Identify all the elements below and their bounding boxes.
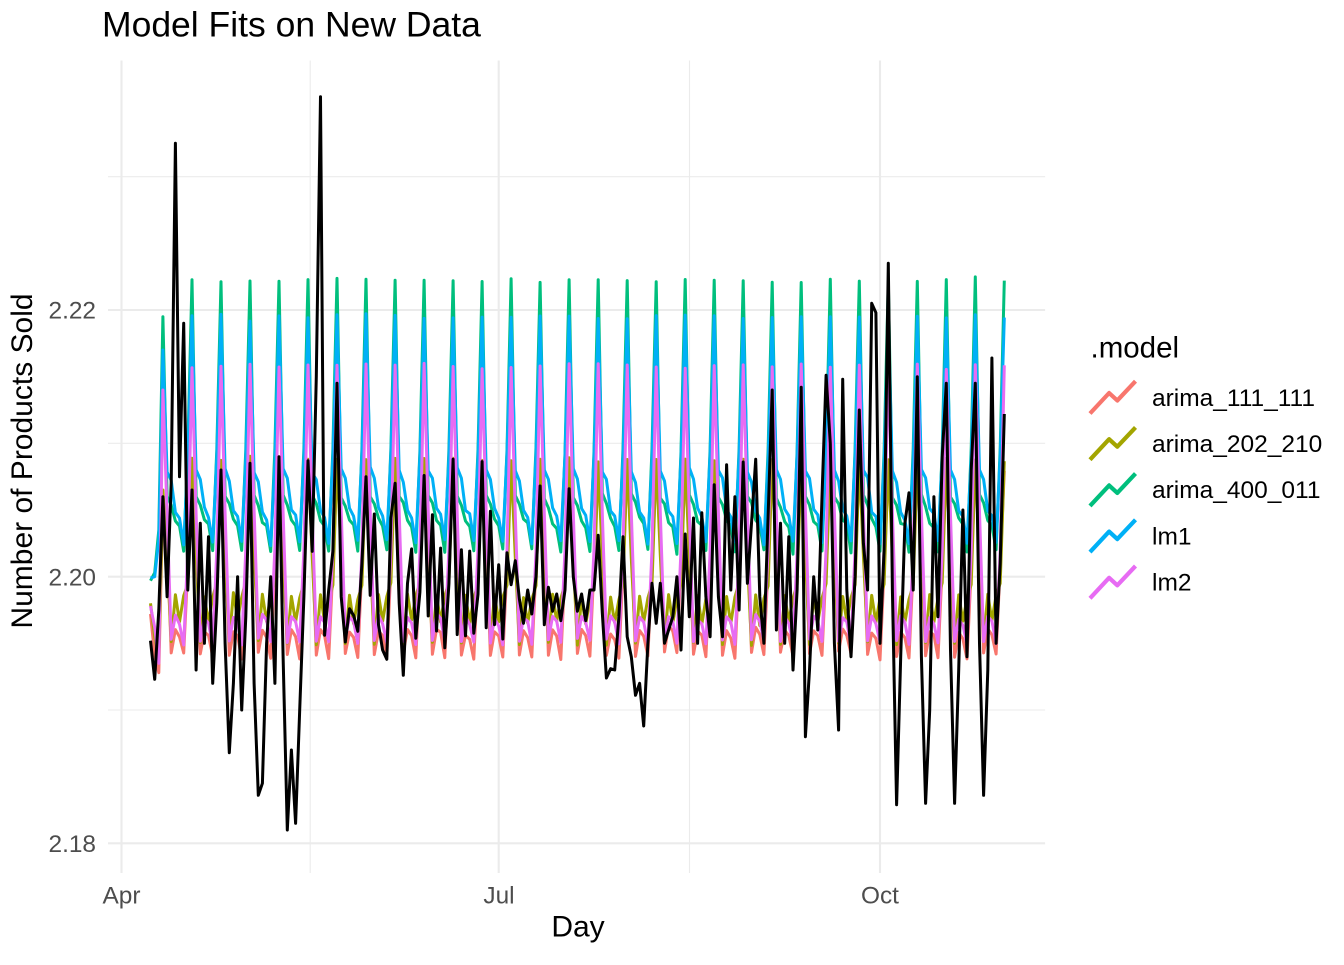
svg-text:arima_111_111: arima_111_111: [1152, 385, 1315, 412]
svg-text:arima_400_011: arima_400_011: [1152, 477, 1320, 504]
svg-text:2.22: 2.22: [49, 298, 96, 325]
svg-text:.model: .model: [1091, 332, 1180, 365]
svg-text:Day: Day: [551, 911, 604, 944]
svg-text:2.18: 2.18: [49, 831, 96, 858]
svg-text:Model Fits on New Data: Model Fits on New Data: [102, 5, 481, 45]
svg-text:2.20: 2.20: [49, 564, 96, 591]
svg-text:Number of Products Sold: Number of Products Sold: [6, 293, 39, 628]
svg-text:arima_202_210: arima_202_210: [1152, 431, 1322, 458]
svg-text:Apr: Apr: [103, 883, 141, 910]
svg-text:lm1: lm1: [1152, 523, 1191, 550]
svg-text:Oct: Oct: [861, 883, 899, 910]
svg-text:Jul: Jul: [483, 883, 514, 910]
svg-text:lm2: lm2: [1152, 570, 1191, 597]
